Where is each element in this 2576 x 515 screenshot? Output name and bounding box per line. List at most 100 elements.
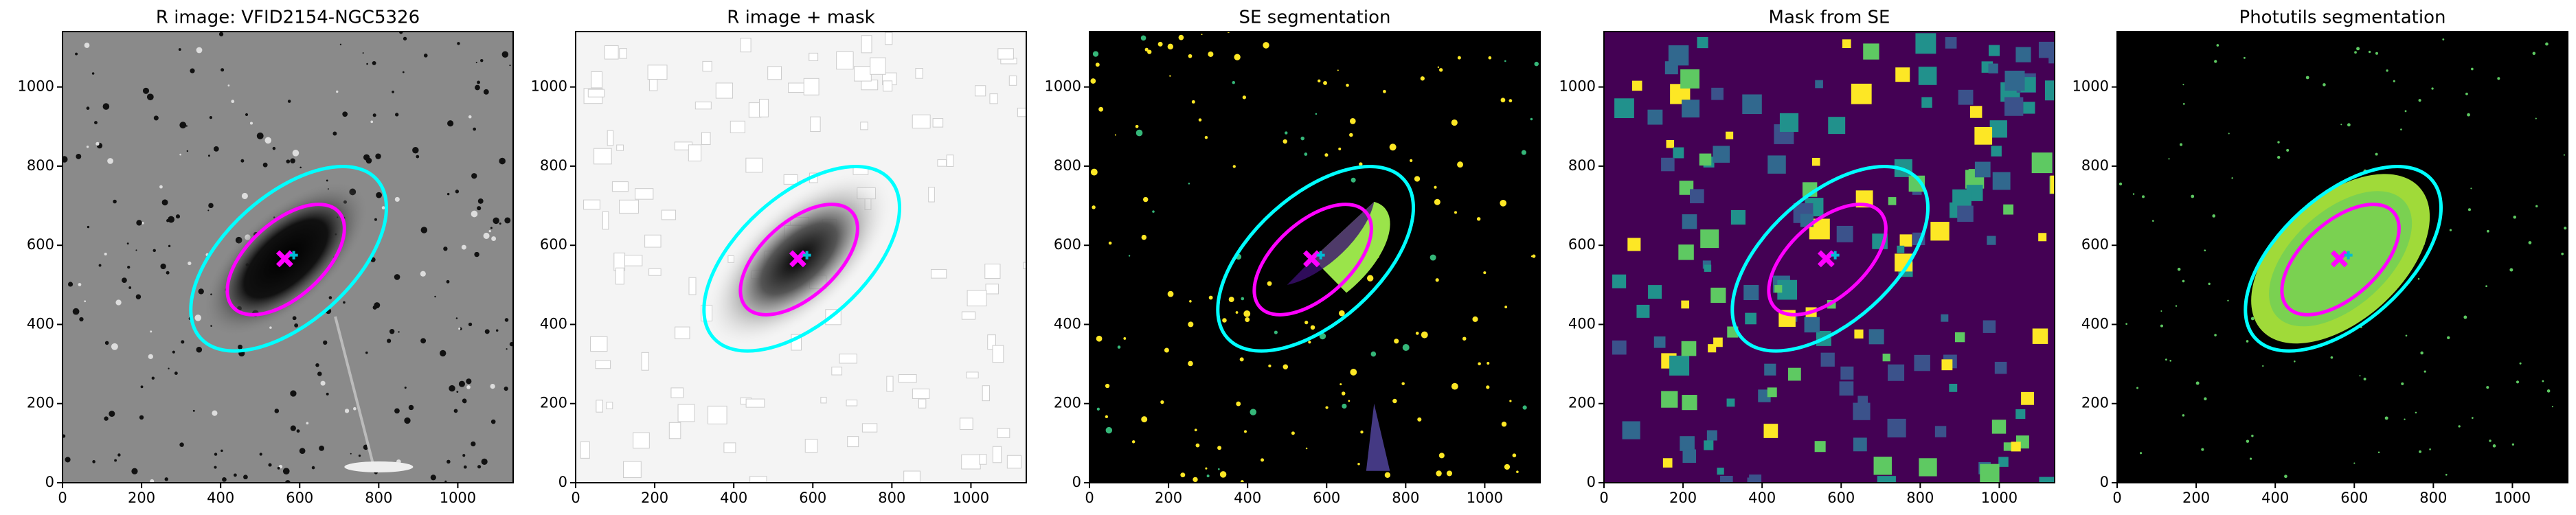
- mask-patch: [1614, 98, 1634, 119]
- star: [127, 266, 131, 269]
- star: [320, 380, 326, 386]
- star: [185, 125, 188, 127]
- segment: [1342, 403, 1347, 409]
- star: [117, 453, 121, 457]
- mask-patch: [1988, 45, 2000, 56]
- mask-patch: [1877, 476, 1896, 483]
- mask-patch: [861, 79, 879, 91]
- segment: [1451, 119, 1458, 126]
- mask-patch: [861, 423, 878, 433]
- segment: [2513, 216, 2516, 219]
- mask-patch: [688, 277, 697, 295]
- segment: [1349, 133, 1353, 137]
- y-tick-label: 400: [540, 315, 567, 332]
- segment: [1487, 362, 1490, 365]
- segment: [1349, 118, 1356, 124]
- mask-patch: [604, 45, 619, 60]
- y-tick-label: 1000: [18, 78, 54, 95]
- segment: [1483, 271, 1487, 275]
- mask-patch: [1779, 113, 1799, 133]
- star: [164, 477, 168, 481]
- segment: [1236, 401, 1241, 407]
- y-tick-label: 1000: [531, 78, 567, 95]
- mask-patch: [1974, 161, 1991, 178]
- star: [447, 120, 454, 127]
- segment: [1509, 99, 1513, 103]
- segment: [2262, 365, 2264, 367]
- segment: [1434, 198, 1440, 205]
- segment: [2485, 285, 2487, 288]
- star: [395, 113, 399, 117]
- segment: [2418, 99, 2421, 102]
- segment: [2542, 380, 2544, 382]
- y-tick-label: 200: [27, 395, 54, 411]
- star: [468, 115, 472, 119]
- star: [447, 192, 450, 196]
- star: [462, 454, 466, 457]
- mask-patch: [622, 461, 642, 479]
- star: [150, 330, 152, 333]
- x-tick-label: 800: [365, 490, 392, 506]
- segment: [1394, 339, 1399, 344]
- segment: [2208, 282, 2211, 285]
- mask-patch: [2015, 409, 2026, 420]
- mask-patch: [587, 89, 605, 98]
- star: [376, 192, 382, 198]
- mask-patch: [997, 428, 1010, 438]
- mask-patch: [1839, 381, 1854, 396]
- y-tick-label: 800: [1568, 157, 1596, 174]
- segment: [2442, 38, 2445, 41]
- mask-patch: [745, 398, 765, 408]
- segment: [2458, 425, 2461, 428]
- star: [72, 308, 80, 315]
- mask-patch: [1717, 468, 1724, 475]
- mask-patch: [982, 385, 991, 402]
- star: [420, 271, 426, 277]
- segment: [1164, 347, 1169, 353]
- segment: [1409, 159, 1413, 163]
- star: [245, 113, 249, 117]
- x-tick-label: 0: [58, 490, 67, 506]
- star: [241, 192, 248, 199]
- segment: [2182, 414, 2185, 417]
- mask-patch: [694, 101, 712, 110]
- mask-patch: [607, 130, 614, 146]
- mask-patch: [1991, 146, 2002, 157]
- star: [76, 153, 82, 159]
- panel: R image: VFID2154-NGC5326 0 200 400 600 800 10…: [18, 8, 514, 506]
- segment: [2231, 177, 2233, 179]
- segment: [1438, 453, 1445, 459]
- segment: [2182, 84, 2184, 86]
- mask-patch: [759, 98, 769, 117]
- segment: [2305, 76, 2309, 80]
- segment: [1434, 185, 1437, 189]
- mask-patch: [2044, 80, 2055, 101]
- segment: [2447, 336, 2450, 340]
- star: [477, 198, 484, 204]
- mask-patch: [979, 454, 987, 465]
- mask-patch: [644, 234, 662, 248]
- segment: [1206, 474, 1210, 478]
- x-tick-label: 600: [2340, 490, 2368, 506]
- mask-patch: [783, 174, 798, 185]
- x-tick-label: 200: [641, 490, 668, 506]
- segment: [1437, 66, 1439, 68]
- segment: [2470, 187, 2472, 190]
- star: [190, 68, 195, 73]
- aperture-ellipse: [1216, 164, 1416, 353]
- segment: [1402, 344, 1410, 352]
- segment: [2429, 448, 2431, 450]
- mask-patch: [1930, 222, 1950, 241]
- segment: [2340, 124, 2342, 126]
- segment: [2375, 152, 2378, 156]
- segment: [2277, 141, 2280, 144]
- segment: [2151, 220, 2154, 222]
- mask-patch: [804, 439, 818, 453]
- star: [449, 385, 455, 392]
- mask-patch: [583, 199, 600, 210]
- star: [196, 346, 203, 353]
- mask-patch: [1998, 457, 2009, 467]
- segment: [2467, 113, 2470, 117]
- segment: [2284, 474, 2287, 479]
- segment: [1219, 471, 1227, 478]
